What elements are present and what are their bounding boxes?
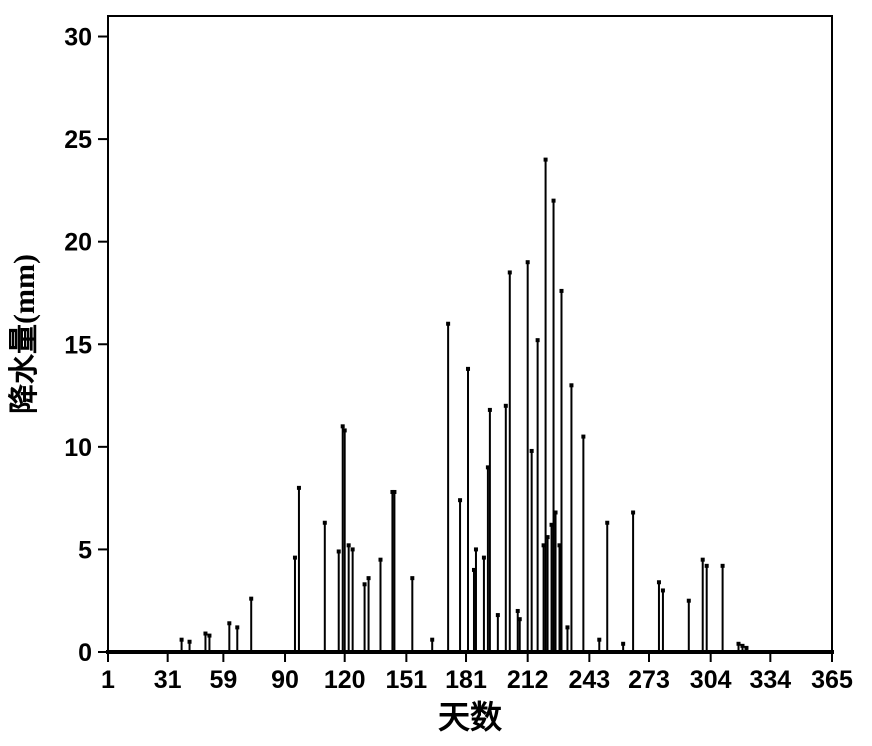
data-marker bbox=[530, 449, 534, 453]
ytick-20: 20 bbox=[64, 229, 92, 257]
ytick-0: 0 bbox=[78, 639, 92, 667]
data-marker bbox=[337, 549, 341, 553]
xtick-1: 1 bbox=[101, 666, 115, 694]
data-marker bbox=[293, 556, 297, 560]
data-marker bbox=[581, 435, 585, 439]
data-marker bbox=[554, 510, 558, 514]
data-marker bbox=[546, 535, 550, 539]
data-marker bbox=[430, 638, 434, 642]
ytick-10: 10 bbox=[64, 434, 92, 462]
data-marker bbox=[516, 609, 520, 613]
data-marker bbox=[347, 543, 351, 547]
data-marker bbox=[661, 588, 665, 592]
xtick-59: 59 bbox=[209, 666, 237, 694]
data-marker bbox=[605, 521, 609, 525]
xtick-334: 334 bbox=[749, 666, 791, 694]
data-marker bbox=[518, 617, 522, 621]
ytick-5: 5 bbox=[78, 536, 92, 564]
data-marker bbox=[235, 625, 239, 629]
data-marker bbox=[737, 642, 741, 646]
data-marker bbox=[597, 638, 601, 642]
data-marker bbox=[482, 556, 486, 560]
xtick-151: 151 bbox=[385, 666, 427, 694]
data-marker bbox=[544, 158, 548, 162]
xtick-365: 365 bbox=[811, 666, 853, 694]
ytick-25: 25 bbox=[64, 126, 92, 154]
xtick-31: 31 bbox=[154, 666, 182, 694]
data-marker bbox=[188, 640, 192, 644]
data-marker bbox=[657, 580, 661, 584]
data-marker bbox=[474, 547, 478, 551]
ytick-15: 15 bbox=[64, 331, 92, 359]
data-marker bbox=[526, 260, 530, 264]
data-marker bbox=[687, 599, 691, 603]
ytick-30: 30 bbox=[64, 24, 92, 52]
data-marker bbox=[249, 597, 253, 601]
data-marker bbox=[744, 646, 748, 650]
data-marker bbox=[569, 383, 573, 387]
data-marker bbox=[631, 510, 635, 514]
data-marker bbox=[740, 644, 744, 648]
xtick-212: 212 bbox=[507, 666, 549, 694]
data-marker bbox=[721, 564, 725, 568]
data-marker bbox=[559, 289, 563, 293]
x-axis-label: 天数 bbox=[438, 699, 503, 735]
data-marker bbox=[565, 625, 569, 629]
precipitation-chart: 0 5 10 15 20 25 30 1 31 59 90 120 151 181 212 243 273 304… bbox=[0, 0, 872, 746]
data-marker bbox=[705, 564, 709, 568]
data-marker bbox=[207, 634, 211, 638]
data-marker bbox=[343, 428, 347, 432]
data-marker bbox=[446, 322, 450, 326]
data-marker bbox=[552, 199, 556, 203]
data-marker bbox=[488, 408, 492, 412]
data-marker bbox=[351, 547, 355, 551]
data-marker bbox=[701, 558, 705, 562]
data-marker bbox=[508, 270, 512, 274]
data-marker bbox=[496, 613, 500, 617]
data-marker bbox=[367, 576, 371, 580]
data-marker bbox=[410, 576, 414, 580]
xtick-273: 273 bbox=[628, 666, 670, 694]
data-marker bbox=[341, 424, 345, 428]
xtick-304: 304 bbox=[690, 666, 732, 694]
data-marker bbox=[378, 558, 382, 562]
data-marker bbox=[323, 521, 327, 525]
chart-svg: 0 5 10 15 20 25 30 1 31 59 90 120 151 181 212 243 273 304… bbox=[0, 0, 872, 746]
y-axis-label: 降水量(mm) bbox=[8, 254, 41, 414]
data-marker bbox=[203, 632, 207, 636]
data-marker bbox=[621, 642, 625, 646]
data-marker bbox=[227, 621, 231, 625]
data-marker bbox=[180, 638, 184, 642]
xtick-90: 90 bbox=[271, 666, 299, 694]
data-marker bbox=[536, 338, 540, 342]
xtick-243: 243 bbox=[568, 666, 610, 694]
data-marker bbox=[504, 404, 508, 408]
xtick-120: 120 bbox=[324, 666, 366, 694]
xtick-181: 181 bbox=[445, 666, 487, 694]
data-marker bbox=[363, 582, 367, 586]
data-marker bbox=[297, 486, 301, 490]
data-marker bbox=[466, 367, 470, 371]
data-marker bbox=[458, 498, 462, 502]
data-marker bbox=[392, 490, 396, 494]
